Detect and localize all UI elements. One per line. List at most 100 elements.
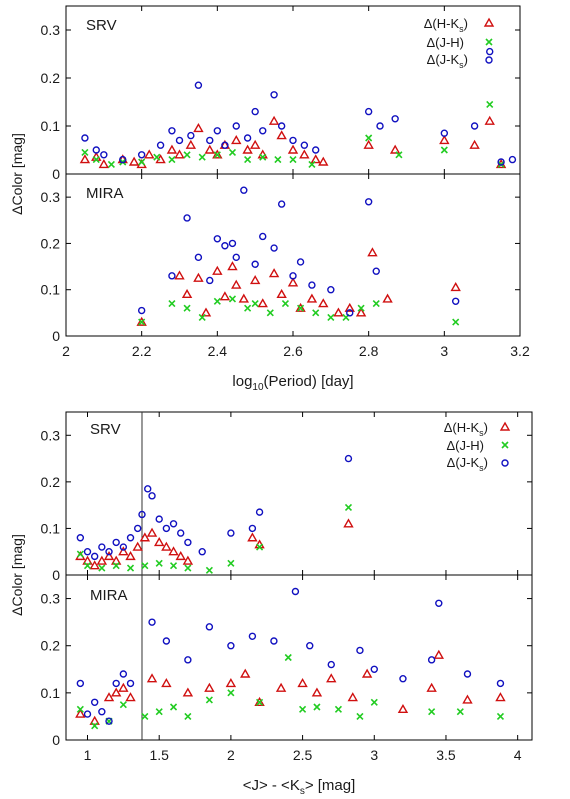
jk-point (270, 637, 278, 645)
jh-point (496, 712, 505, 720)
bottom-axis-ticks: 1 1.5 2 2.5 3 3.5 4 0 0.1 0.2 0.3 0 0.1 0.2 0.3 (41, 412, 532, 763)
jh-point (112, 562, 120, 570)
jh-point (76, 705, 84, 713)
jk-point (90, 552, 99, 561)
hk-point (450, 281, 461, 292)
jk-point (435, 599, 443, 607)
legend-jk-marker (501, 459, 509, 467)
y-tick-label: 0 (52, 166, 60, 182)
hk-point (276, 288, 287, 299)
jk-point (440, 129, 449, 137)
jh-point (344, 503, 353, 512)
jh-point (183, 304, 191, 312)
jk-point (137, 151, 146, 159)
y-tick-label: 0.2 (41, 474, 61, 490)
hk-point (110, 555, 122, 565)
hk-point (128, 156, 140, 166)
jk-point (119, 670, 128, 678)
hk-point (166, 144, 178, 154)
jh-point (155, 708, 163, 716)
hk-point (310, 154, 321, 164)
y-tick-label: 0 (52, 567, 60, 583)
hk-point (212, 149, 223, 159)
jh-point (297, 304, 305, 312)
jh-point (83, 562, 92, 570)
hk-point (343, 518, 354, 528)
jh-point (251, 300, 259, 308)
hk-point (103, 550, 115, 561)
jh-point (126, 564, 135, 572)
top-axis-ticks: 2 2.2 2.4 2.6 2.8 3 3.2 0 0.1 0.2 0.3 0 0.1 0.2 0.3 (41, 6, 530, 359)
jk-point (289, 272, 297, 280)
jk-point (119, 543, 128, 551)
x-tick-label: 2.2 (132, 343, 152, 359)
jk-point (76, 679, 85, 688)
jk-point (137, 306, 146, 315)
jk-point (83, 548, 92, 556)
jh-point (198, 313, 206, 322)
jk-point (206, 136, 214, 145)
hk-point (225, 678, 237, 688)
jk-point (232, 253, 240, 262)
jk-point (227, 529, 235, 537)
bottom-srv-marks (75, 454, 354, 574)
jh-point (274, 156, 282, 164)
x-tick-label: 2 (62, 343, 70, 359)
x-tick-label: 2.8 (359, 343, 379, 359)
top-srv-marks (79, 47, 517, 169)
hk-point (242, 144, 253, 154)
jh-point (357, 304, 365, 312)
jk-point (92, 146, 100, 154)
jk-point (83, 710, 92, 718)
legend-hk-marker (499, 421, 511, 431)
jk-point (90, 698, 99, 706)
hk-point (193, 122, 204, 133)
jh-point (153, 153, 161, 161)
hk-point (75, 708, 86, 718)
hk-point (344, 302, 355, 312)
hk-point (326, 673, 337, 683)
jh-point (452, 318, 460, 326)
top-legend: Δ(H-Ks) Δ(J-H) Δ(J-Ks) (424, 16, 495, 70)
jk-point (168, 272, 176, 280)
top-mira-panel-label: MIRA (86, 185, 124, 202)
jk-point (251, 107, 259, 116)
jh-point (334, 705, 342, 713)
legend-hk-marker (483, 17, 495, 27)
y-tick-label: 0.1 (41, 118, 61, 134)
x-tick-label: 4 (514, 747, 522, 763)
hk-point (276, 130, 287, 140)
jk-point (205, 623, 214, 631)
jh-point (92, 156, 100, 164)
jk-point (277, 122, 286, 130)
jh-point (155, 559, 163, 567)
jh-point (198, 153, 206, 161)
jh-point (213, 151, 221, 159)
jk-point (259, 232, 267, 241)
jh-point (395, 151, 403, 159)
hk-point (193, 272, 204, 282)
hk-point (125, 692, 136, 702)
jh-point (168, 156, 176, 164)
jk-point (112, 679, 120, 688)
jk-point (194, 81, 203, 89)
hk-point (161, 678, 172, 688)
hk-point (495, 692, 506, 702)
jh-point (119, 701, 127, 709)
legend-jh-marker (501, 441, 509, 449)
hk-point (318, 156, 329, 166)
jh-point (308, 160, 316, 168)
x-tick-label: 2.6 (283, 343, 303, 359)
jh-point (244, 156, 252, 164)
jh-point (168, 300, 176, 308)
hk-point (249, 139, 261, 149)
jh-point (227, 559, 235, 567)
jk-point (232, 122, 240, 130)
jk-point (138, 510, 146, 519)
top-legend-markers (483, 17, 495, 64)
jk-point (346, 309, 354, 317)
jk-point (162, 524, 171, 533)
jk-point (427, 656, 436, 664)
jh-point (205, 566, 213, 574)
